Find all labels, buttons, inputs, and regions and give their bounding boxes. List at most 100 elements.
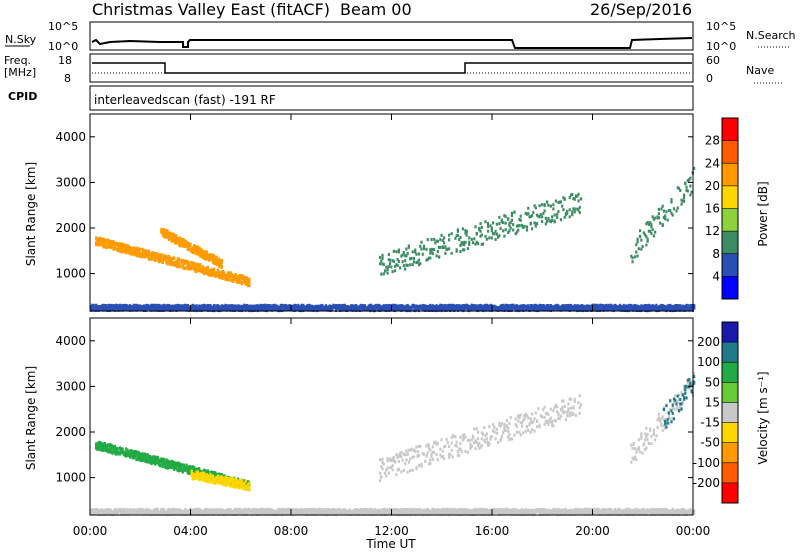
data-cell	[540, 215, 544, 219]
data-cell	[547, 304, 550, 308]
data-cell	[160, 510, 163, 514]
noise-panel: N.Sky 10^5 10^0 10^5 10^0 N.Search	[5, 20, 796, 53]
data-cell	[194, 510, 197, 514]
data-cell	[455, 249, 458, 253]
data-cell	[373, 306, 377, 310]
data-cell	[441, 245, 444, 249]
data-cell	[265, 308, 269, 312]
data-cell	[321, 308, 324, 312]
data-cell	[156, 461, 159, 465]
data-cell	[534, 303, 537, 307]
data-cell	[693, 166, 696, 170]
data-cell	[103, 511, 107, 515]
data-cell	[196, 251, 199, 255]
data-cell	[395, 250, 398, 254]
data-cell	[201, 478, 205, 482]
data-cell	[630, 307, 633, 311]
data-cell	[107, 449, 110, 453]
data-cell	[642, 304, 645, 308]
data-cell	[150, 254, 153, 258]
data-cell	[136, 254, 139, 258]
data-cell	[108, 510, 112, 514]
data-cell	[488, 308, 491, 312]
data-cell	[122, 304, 125, 308]
data-cell	[216, 269, 220, 273]
data-cell	[343, 303, 346, 307]
data-cell	[262, 308, 265, 312]
data-cell	[230, 480, 233, 483]
data-cell	[198, 251, 201, 255]
data-cell	[166, 262, 169, 266]
data-cell	[602, 304, 605, 308]
data-cell	[135, 306, 138, 310]
data-cell	[345, 305, 348, 309]
data-cell	[515, 224, 519, 228]
data-cell	[264, 306, 267, 310]
data-cell	[209, 308, 212, 312]
data-cell	[406, 263, 409, 267]
data-cell	[107, 241, 110, 245]
noise-right-label: N.Search	[746, 29, 796, 42]
data-cell	[244, 279, 247, 283]
data-cell	[410, 256, 413, 260]
data-cell	[128, 510, 132, 514]
data-cell	[166, 235, 169, 239]
data-cell	[494, 237, 497, 241]
data-cell	[341, 308, 344, 312]
data-cell	[213, 272, 216, 276]
data-cell	[108, 450, 112, 454]
data-cell	[218, 264, 221, 268]
data-cell	[127, 246, 130, 250]
data-cell	[209, 472, 212, 476]
data-cell	[219, 273, 222, 277]
data-cell	[401, 304, 404, 308]
data-cell	[165, 306, 168, 310]
data-cell	[175, 461, 178, 465]
data-cell	[623, 304, 627, 308]
data-cell	[203, 468, 206, 472]
data-cell	[533, 221, 536, 225]
data-cell	[436, 305, 439, 309]
data-cell	[596, 306, 599, 310]
data-cell	[459, 307, 462, 311]
data-cell	[106, 511, 109, 515]
data-cell	[566, 211, 569, 215]
data-cell	[154, 462, 157, 466]
data-cell	[180, 468, 183, 472]
data-cell	[328, 304, 331, 308]
data-cell	[210, 305, 213, 309]
data-cell	[219, 479, 222, 483]
data-cell	[245, 484, 248, 488]
data-cell	[646, 237, 649, 241]
power-data-cells	[90, 166, 696, 313]
data-cell	[203, 471, 206, 475]
data-cell	[211, 470, 215, 474]
data-cell	[170, 508, 173, 512]
data-cell	[578, 308, 581, 312]
data-cell	[461, 306, 465, 310]
data-cell	[155, 256, 158, 260]
data-cell	[111, 512, 114, 516]
data-cell	[689, 305, 692, 309]
data-cell	[171, 512, 174, 516]
data-cell	[589, 308, 593, 312]
data-cell	[191, 508, 194, 512]
data-cell	[146, 456, 149, 460]
data-cell	[574, 194, 578, 198]
data-cell	[122, 249, 125, 253]
data-cell	[366, 306, 369, 310]
data-cell	[309, 308, 313, 312]
data-cell	[97, 508, 100, 512]
data-cell	[557, 306, 560, 310]
data-cell	[250, 308, 253, 312]
data-cell	[635, 304, 638, 308]
data-cell	[445, 308, 448, 312]
data-cell	[135, 510, 138, 514]
data-cell	[661, 204, 664, 208]
data-cell	[392, 303, 395, 307]
data-cell	[402, 307, 406, 311]
data-cell	[149, 304, 152, 308]
data-cell	[176, 308, 179, 312]
data-cell	[480, 233, 483, 237]
data-cell	[420, 240, 423, 244]
